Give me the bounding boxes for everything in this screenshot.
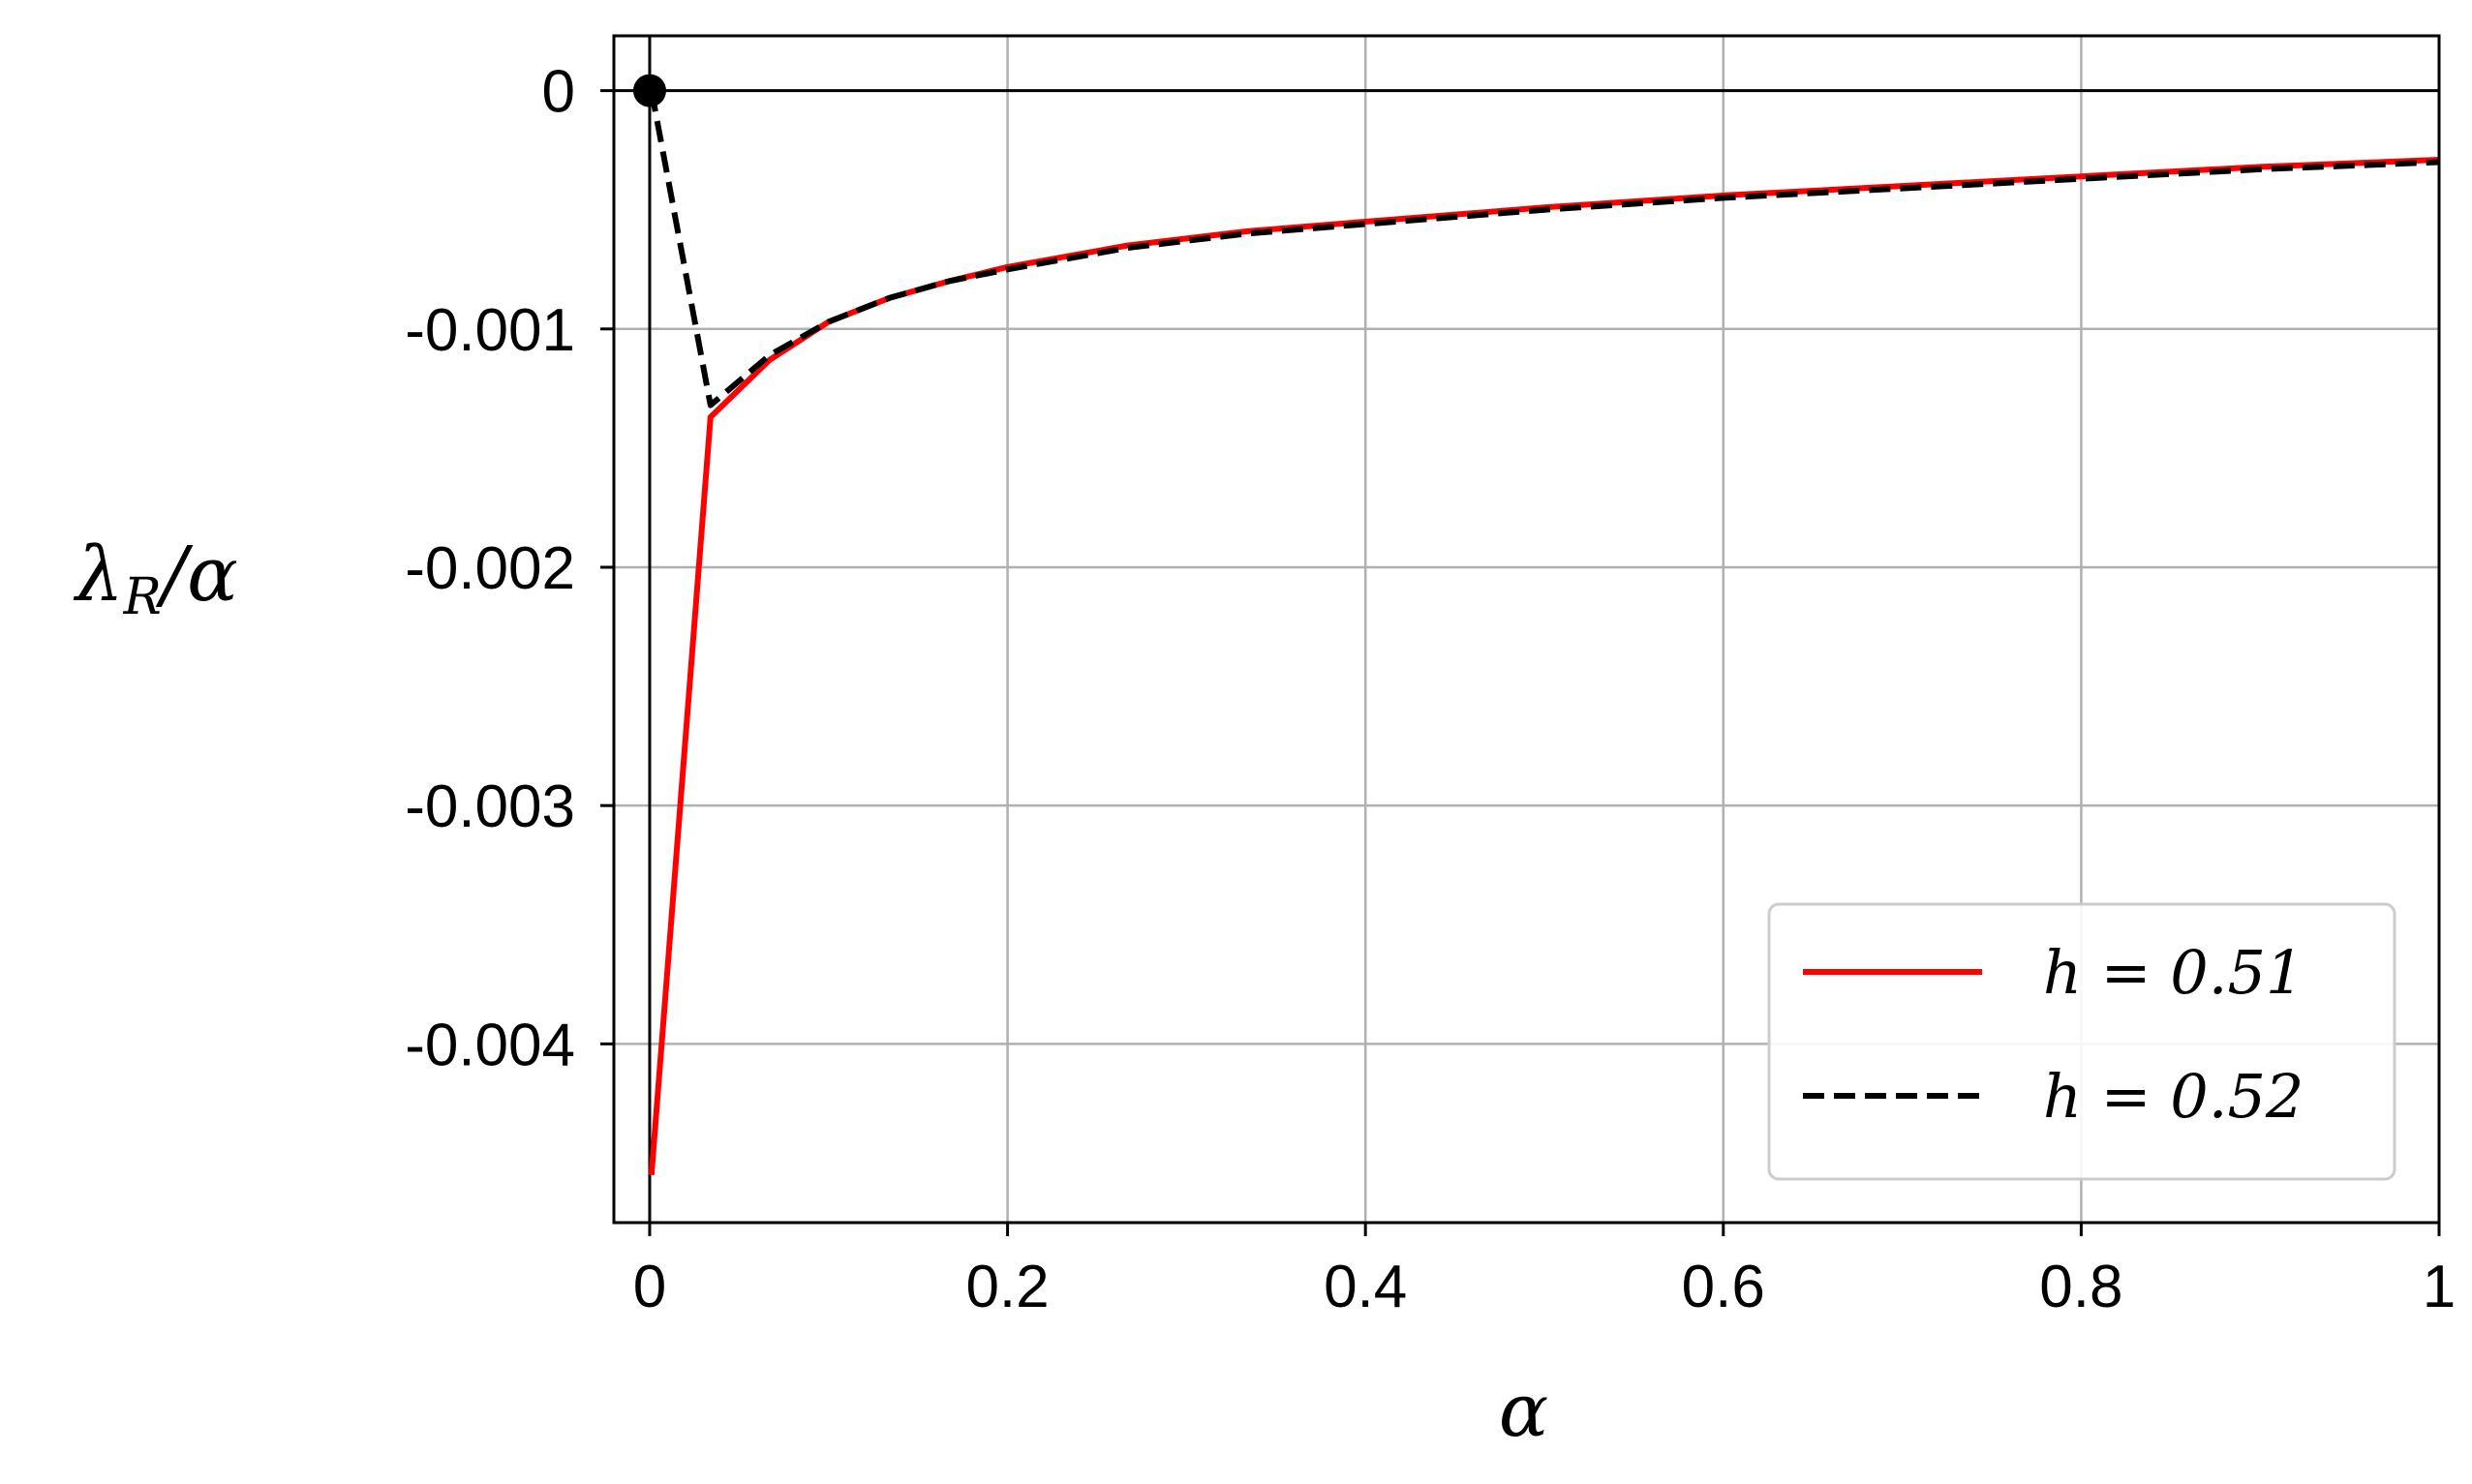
y-tick-label: -0.004 — [405, 1012, 575, 1078]
x-tick-label: 0 — [633, 1254, 666, 1320]
y-tick-label: -0.002 — [405, 535, 575, 602]
y-axis-ticks: 0 -0.001 -0.002 -0.003 -0.004 — [405, 59, 614, 1078]
y-tick-label: 0 — [542, 59, 575, 126]
legend: h = 0.51 h = 0.52 — [1767, 902, 2396, 1181]
series-line-h051 — [648, 157, 2440, 1176]
x-axis-ticks: 0 0.2 0.4 0.6 0.8 1 — [633, 1223, 2456, 1320]
legend-entry-h051: h = 0.51 — [2043, 937, 2304, 1008]
x-axis-label: α — [1499, 1367, 1548, 1453]
plot-frame — [612, 34, 2441, 1225]
y-tick-label: -0.003 — [405, 773, 575, 840]
x-tick-label: 0.4 — [1324, 1254, 1407, 1320]
x-tick-label: 0.2 — [965, 1254, 1049, 1320]
x-tick-label: 1 — [2423, 1254, 2456, 1320]
legend-entry-h052: h = 0.52 — [2043, 1061, 2304, 1132]
x-tick-label: 0.6 — [1682, 1254, 1765, 1320]
y-axis-label: λR/α — [73, 531, 238, 626]
y-tick-label: -0.001 — [405, 297, 575, 364]
series-lines — [648, 90, 2440, 1176]
markers — [632, 74, 666, 107]
x-tick-label: 0.8 — [2039, 1254, 2122, 1320]
reference-lines — [614, 36, 2439, 1223]
origin-marker — [632, 74, 666, 107]
